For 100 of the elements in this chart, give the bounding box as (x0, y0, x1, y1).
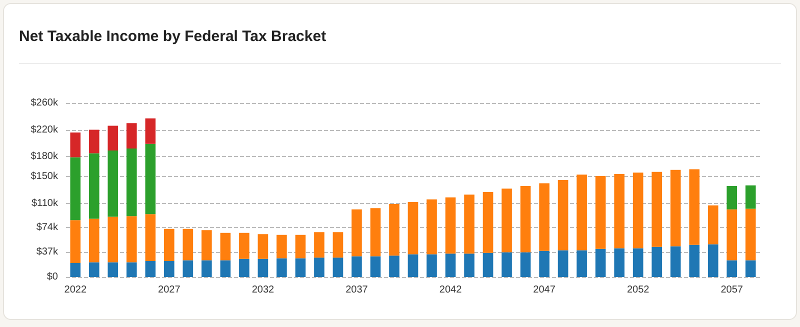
bar (726, 186, 738, 210)
bar (370, 208, 381, 256)
bar (464, 194, 474, 254)
bar (632, 172, 644, 248)
bar (295, 258, 306, 277)
bar (332, 258, 344, 277)
y-tick-label: $180k (30, 151, 59, 162)
x-tick-label: 2022 (64, 284, 87, 296)
bar (745, 260, 756, 277)
bar (426, 254, 437, 277)
bar (708, 205, 718, 244)
bar (370, 256, 381, 277)
bar (108, 216, 118, 262)
x-tick-label: 2037 (346, 284, 368, 296)
y-tick-label: $260k (30, 98, 59, 108)
bar (239, 258, 250, 277)
bar (445, 254, 456, 277)
bar (88, 130, 100, 154)
bar (182, 228, 194, 260)
bar (614, 174, 624, 248)
bar (126, 148, 137, 216)
bar (670, 170, 681, 246)
y-tick-label: $150k (30, 171, 59, 182)
bar (539, 250, 550, 277)
bar (352, 256, 362, 277)
bar (314, 258, 324, 277)
bar (558, 250, 568, 277)
bar (352, 209, 362, 256)
bar (108, 126, 118, 151)
bar (295, 234, 306, 258)
bar (708, 244, 718, 277)
bar (726, 209, 738, 260)
bar (70, 262, 81, 277)
bar (520, 252, 531, 277)
bar (520, 186, 531, 252)
bar (276, 258, 287, 277)
x-tick-label: 2042 (439, 284, 462, 296)
bar (576, 174, 587, 250)
y-tick-label: $37k (36, 246, 59, 258)
bar (632, 248, 644, 277)
bar (502, 188, 512, 252)
bar (88, 218, 100, 262)
bar (126, 123, 137, 149)
bar (202, 230, 212, 260)
bar (689, 244, 700, 277)
bar (202, 260, 212, 277)
bar (670, 246, 681, 277)
bar (70, 220, 81, 263)
x-tick-label: 2057 (720, 284, 744, 296)
bar (445, 197, 456, 254)
bar (558, 180, 568, 250)
bar (389, 256, 400, 277)
bar (389, 204, 400, 256)
bar (745, 185, 756, 209)
bar (88, 153, 100, 219)
bar (614, 248, 624, 277)
x-tick-label: 2052 (626, 284, 650, 296)
bar (426, 199, 437, 254)
bar (408, 202, 418, 254)
bar (164, 228, 174, 261)
x-tick-label: 2047 (533, 284, 556, 296)
bar (258, 258, 268, 277)
bar (164, 260, 174, 277)
bar (220, 232, 231, 260)
bar (145, 118, 156, 144)
bar (539, 183, 550, 251)
bar (464, 254, 474, 277)
bar (652, 246, 662, 277)
bar (482, 192, 494, 253)
bar (88, 262, 100, 277)
bar (182, 260, 194, 277)
bar (332, 232, 344, 258)
bar (145, 214, 156, 261)
bar (276, 234, 287, 258)
bar (726, 260, 738, 277)
bar (652, 172, 662, 247)
y-tick-label: $220k (30, 124, 59, 136)
x-tick-label: 2027 (158, 284, 181, 296)
bar (70, 132, 81, 158)
bar (145, 260, 156, 277)
bar (258, 234, 268, 259)
bar (595, 248, 606, 277)
bar (408, 254, 418, 277)
y-tick-label: $110k (31, 198, 59, 209)
x-tick-label: 2032 (252, 284, 275, 296)
bar (126, 216, 137, 262)
bar (126, 262, 137, 277)
chart-title: Net Taxable Income by Federal Tax Bracket (19, 28, 326, 45)
bar (576, 250, 587, 277)
bar (108, 150, 118, 217)
bar (689, 169, 700, 245)
bar (70, 157, 81, 220)
bar (314, 232, 324, 258)
bar (108, 262, 118, 277)
bar (595, 176, 606, 249)
bar (482, 252, 494, 277)
bar (502, 252, 512, 277)
y-tick-label: $0 (46, 272, 58, 282)
y-tick-label: $74k (36, 222, 59, 233)
bar (220, 260, 231, 277)
